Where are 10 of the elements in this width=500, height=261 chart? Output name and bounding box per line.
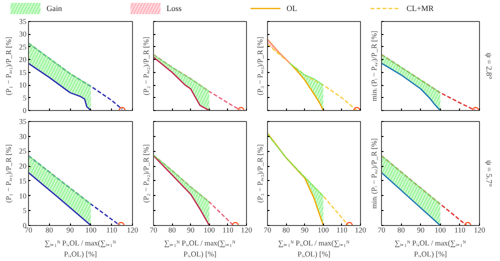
text: ψ = 5.7°	[484, 160, 494, 187]
line-series	[28, 42, 92, 87]
line-series	[28, 42, 123, 110]
legend-label: CL+MR	[406, 4, 434, 13]
line-series	[28, 155, 121, 226]
line-series	[28, 62, 92, 110]
text: ψ = 2.8°	[484, 52, 494, 80]
legend-label: Gain	[46, 4, 62, 13]
legend-label: OL	[286, 4, 298, 13]
legend-label: Loss	[166, 4, 182, 13]
